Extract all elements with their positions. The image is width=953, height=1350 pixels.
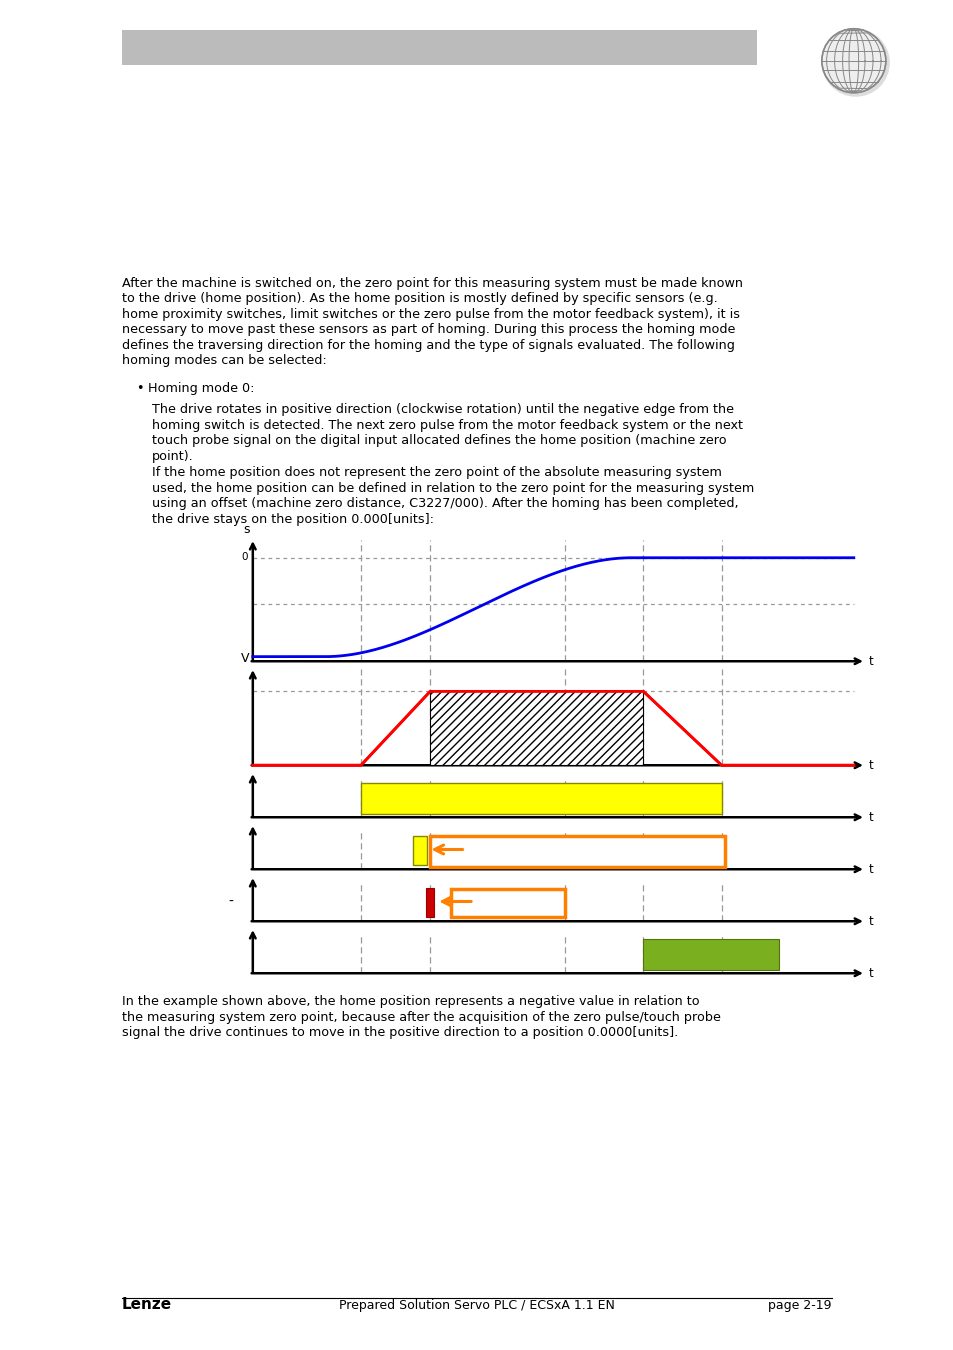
Text: The drive rotates in positive direction (clockwise rotation) until the negative : The drive rotates in positive direction … xyxy=(152,404,734,416)
Text: t: t xyxy=(868,863,873,876)
Bar xyxy=(642,940,778,971)
Text: point).: point). xyxy=(152,450,193,463)
Ellipse shape xyxy=(821,28,889,97)
Bar xyxy=(360,783,720,814)
Text: t: t xyxy=(868,655,873,668)
Polygon shape xyxy=(430,691,642,765)
Text: touch probe signal on the digital input allocated defines the home position (mac: touch probe signal on the digital input … xyxy=(152,435,726,447)
Circle shape xyxy=(821,28,885,93)
Text: •: • xyxy=(136,382,144,394)
Text: homing switch is detected. The next zero pulse from the motor feedback system or: homing switch is detected. The next zero… xyxy=(152,418,742,432)
Bar xyxy=(430,836,724,867)
Text: In the example shown above, the home position represents a negative value in rel: In the example shown above, the home pos… xyxy=(122,995,699,1008)
Text: If the home position does not represent the zero point of the absolute measuring: If the home position does not represent … xyxy=(152,466,721,479)
Text: the drive stays on the position 0.000[units]:: the drive stays on the position 0.000[un… xyxy=(152,513,434,525)
Text: to the drive (home position). As the home position is mostly defined by specific: to the drive (home position). As the hom… xyxy=(122,292,717,305)
Text: home proximity switches, limit switches or the zero pulse from the motor feedbac: home proximity switches, limit switches … xyxy=(122,308,740,321)
Bar xyxy=(451,888,565,918)
Text: 0: 0 xyxy=(241,552,248,562)
Text: t: t xyxy=(868,967,873,980)
Text: signal the drive continues to move in the positive direction to a position 0.000: signal the drive continues to move in th… xyxy=(122,1026,678,1040)
Text: necessary to move past these sensors as part of homing. During this process the : necessary to move past these sensors as … xyxy=(122,323,735,336)
Text: used, the home position can be defined in relation to the zero point for the mea: used, the home position can be defined i… xyxy=(152,482,754,494)
Text: using an offset (machine zero distance, C3227/000). After the homing has been co: using an offset (machine zero distance, … xyxy=(152,497,738,510)
Text: Homing mode 0:: Homing mode 0: xyxy=(148,382,254,394)
Text: the measuring system zero point, because after the acquisition of the zero pulse: the measuring system zero point, because… xyxy=(122,1011,720,1023)
Text: Lenze: Lenze xyxy=(122,1297,172,1312)
Text: V: V xyxy=(241,652,250,666)
Text: s: s xyxy=(243,524,250,536)
Text: After the machine is switched on, the zero point for this measuring system must : After the machine is switched on, the ze… xyxy=(122,277,742,290)
Bar xyxy=(425,888,434,918)
Text: t: t xyxy=(868,811,873,824)
Text: t: t xyxy=(868,759,873,772)
Text: -: - xyxy=(228,895,233,910)
Text: homing modes can be selected:: homing modes can be selected: xyxy=(122,354,327,367)
Bar xyxy=(122,30,756,65)
Bar xyxy=(413,836,426,865)
Text: Prepared Solution Servo PLC / ECSxA 1.1 EN: Prepared Solution Servo PLC / ECSxA 1.1 … xyxy=(338,1299,615,1312)
Text: defines the traversing direction for the homing and the type of signals evaluate: defines the traversing direction for the… xyxy=(122,339,734,352)
Text: page 2-19: page 2-19 xyxy=(767,1299,831,1312)
Text: t: t xyxy=(868,915,873,927)
